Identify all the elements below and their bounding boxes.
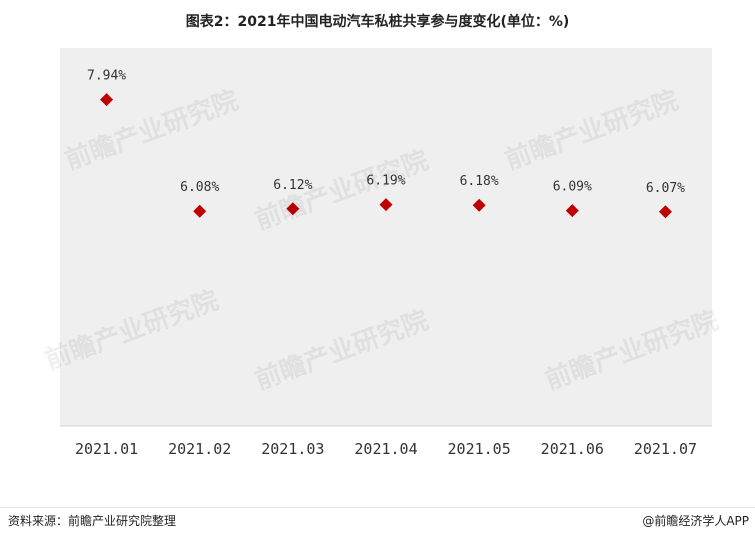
x-tick-label: 2021.07 [634,440,697,458]
data-label: 7.94% [87,69,126,84]
data-point [286,202,300,216]
data-point [565,204,579,218]
data-point [658,205,672,219]
chart-title: 图表2：2021年中国电动汽车私桩共享参与度变化(单位：%) [185,14,570,30]
source-note: 资料来源：前瞻产业研究院整理 [8,514,177,528]
x-tick-label: 2021.06 [541,440,604,458]
x-tick-label: 2021.03 [261,440,324,458]
x-tick-label: 2021.04 [354,440,417,458]
brand-note: @前瞻经济学人APP [642,514,749,528]
data-label: 6.12% [273,178,312,193]
footer: 资料来源：前瞻产业研究院整理 @前瞻经济学人APP [0,507,755,530]
x-tick-label: 2021.05 [448,440,511,458]
data-label: 6.18% [460,174,499,189]
data-label: 6.08% [180,180,219,195]
data-label: 6.09% [553,180,592,195]
data-label: 6.19% [366,174,405,189]
chart-marks: 7.94% 2021.01 6.08% 2021.02 6.12% 2021.03 6.19… [75,69,697,458]
x-tick-label: 2021.01 [75,440,138,458]
data-point [379,198,393,212]
data-point [100,93,114,107]
data-point [472,198,486,212]
plot-area [60,48,712,426]
data-point [193,204,207,218]
x-tick-label: 2021.02 [168,440,231,458]
data-label: 6.07% [646,181,685,196]
